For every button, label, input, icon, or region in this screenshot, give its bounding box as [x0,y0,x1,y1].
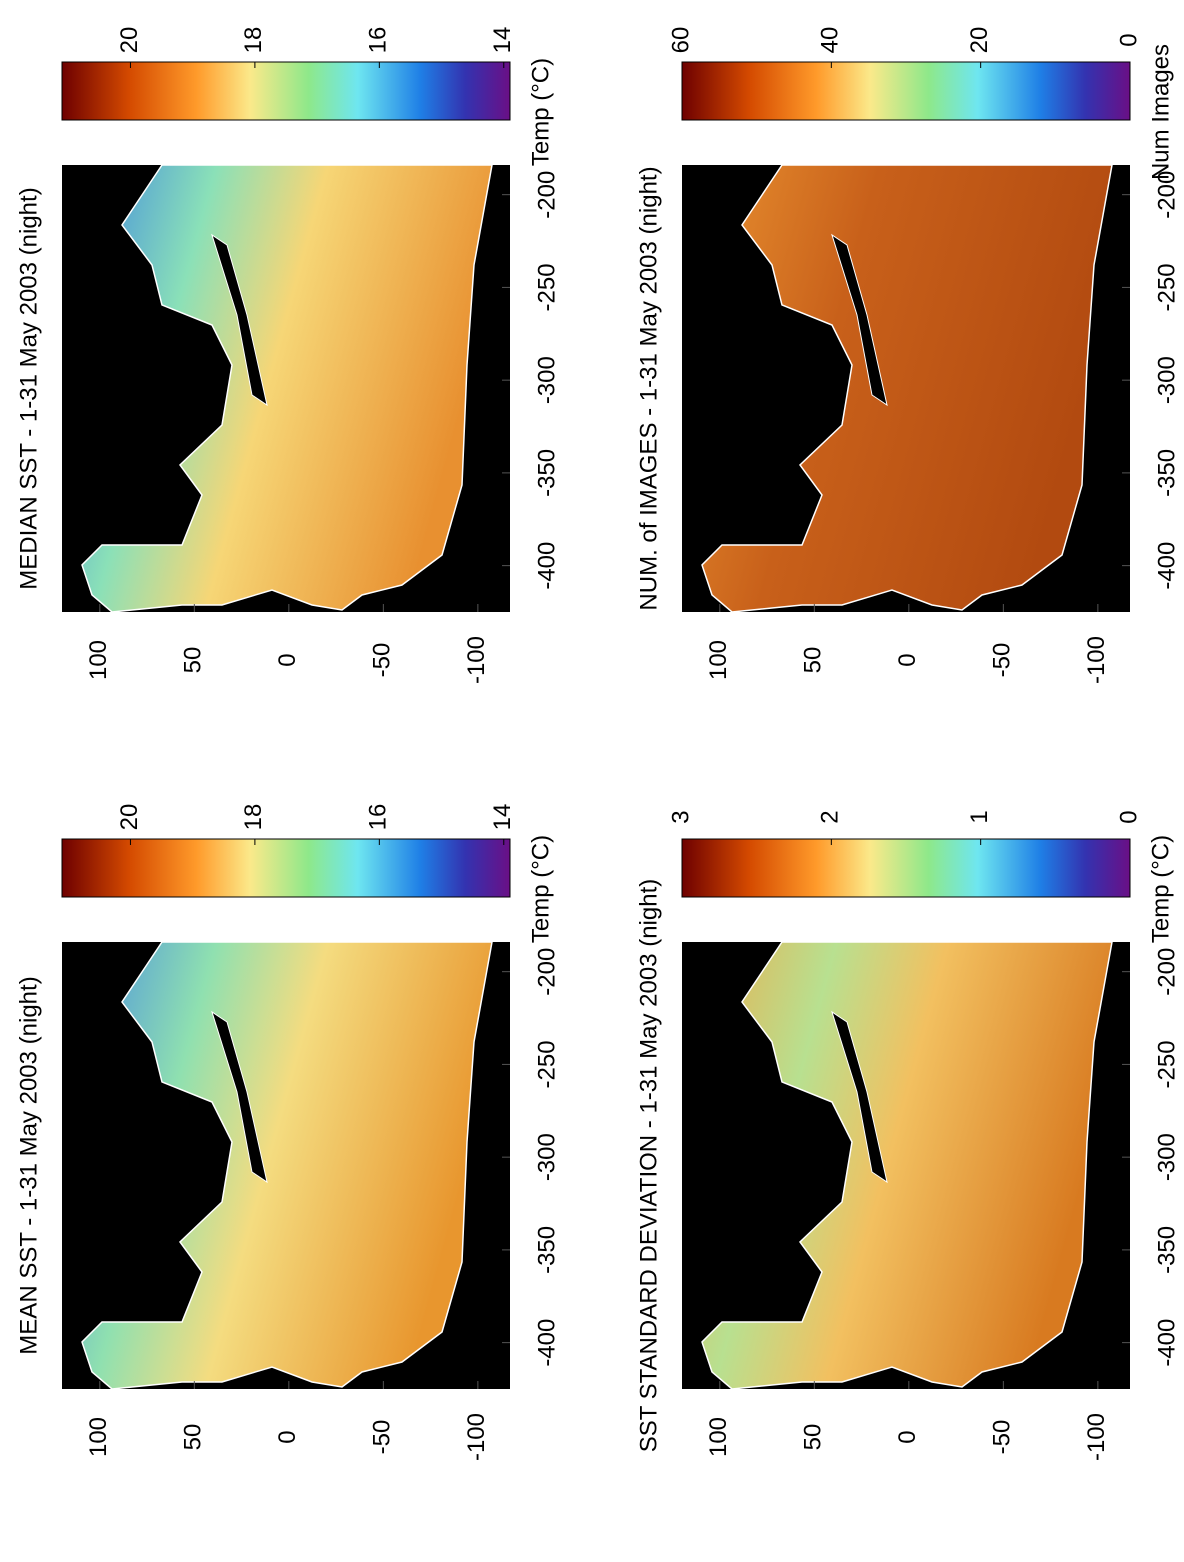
x-tick-label: -350 [533,1226,560,1274]
y-tick-label: 50 [800,1424,827,1451]
x-tick-label: -200 [1153,171,1180,219]
colorbar-label: Temp (°C) [527,58,554,166]
y-tick-label: 50 [180,647,207,674]
x-tick-label: -350 [1153,449,1180,497]
y-tick-label: -100 [1083,636,1110,684]
panel-title: MEAN SST - 1-31 May 2003 (night) [15,976,42,1354]
colorbar [681,838,1131,898]
y-tick-label: 0 [274,1430,301,1443]
colorbar-tick-label: 0 [1115,810,1142,823]
sea-surface [81,164,493,613]
y-tick-label: 50 [800,647,827,674]
y-tick-label: 0 [274,653,301,666]
colorbar-tick-label: 16 [365,27,392,54]
island [831,1010,888,1184]
x-tick-label: -400 [533,1319,560,1367]
colorbar-tick-label: 20 [116,804,143,831]
colorbar [61,61,511,121]
y-tick-label: -100 [463,636,490,684]
panel-title: MEDIAN SST - 1-31 May 2003 (night) [15,187,42,589]
colorbar-tick-label: 18 [240,804,267,831]
y-tick-label: 100 [85,1417,112,1457]
y-tick-label: -50 [369,643,396,678]
colorbar-tick-label: 1 [966,810,993,823]
x-tick-label: -300 [533,356,560,404]
x-tick-label: -300 [1153,1133,1180,1181]
x-tick-label: -200 [1153,948,1180,996]
colorbar-tick-label: 16 [365,804,392,831]
colorbar [61,838,511,898]
colorbar-tick-label: 18 [240,27,267,54]
x-tick-label: -350 [533,449,560,497]
colorbar-tick-label: 14 [489,27,516,54]
y-tick-label: -50 [989,1420,1016,1455]
x-tick-label: -200 [533,171,560,219]
x-tick-label: -200 [533,948,560,996]
x-tick-label: -300 [533,1133,560,1181]
colorbar-tick-label: 14 [489,804,516,831]
colorbar-label: Temp (°C) [527,835,554,943]
x-tick-label: -250 [1153,1040,1180,1088]
island [211,1010,268,1184]
colorbar-tick-label: 60 [667,27,694,54]
y-tick-label: -100 [463,1413,490,1461]
colorbar-label: Num Images [1147,44,1174,180]
x-tick-label: -250 [533,263,560,311]
x-tick-label: -400 [1153,1319,1180,1367]
colorbar-tick-label: 2 [817,810,844,823]
x-tick-label: -400 [533,542,560,590]
colorbar-tick-label: 3 [667,810,694,823]
sea-surface [81,941,493,1390]
colorbar-tick-label: 20 [116,27,143,54]
x-tick-label: -250 [1153,263,1180,311]
y-tick-label: 100 [705,640,732,680]
y-tick-label: 50 [180,1424,207,1451]
sea-surface [701,941,1113,1390]
y-tick-label: 100 [705,1417,732,1457]
y-tick-label: 0 [894,653,921,666]
y-tick-label: 0 [894,1430,921,1443]
x-tick-label: -250 [533,1040,560,1088]
x-tick-label: -400 [1153,542,1180,590]
island [211,233,268,407]
y-tick-label: -50 [369,1420,396,1455]
colorbar-tick-label: 40 [817,27,844,54]
island [831,233,888,407]
y-tick-label: -100 [1083,1413,1110,1461]
colorbar-tick-label: 0 [1115,33,1142,46]
colorbar [681,61,1131,121]
colorbar-tick-label: 20 [966,27,993,54]
panel-title: NUM. of IMAGES - 1-31 May 2003 (night) [635,166,662,610]
y-tick-label: -50 [989,643,1016,678]
x-tick-label: -300 [1153,356,1180,404]
sea-surface [701,164,1113,613]
x-tick-label: -350 [1153,1226,1180,1274]
y-tick-label: 100 [85,640,112,680]
panel-title: SST STANDARD DEVIATION - 1-31 May 2003 (… [635,879,662,1453]
colorbar-label: Temp (°C) [1147,835,1174,943]
